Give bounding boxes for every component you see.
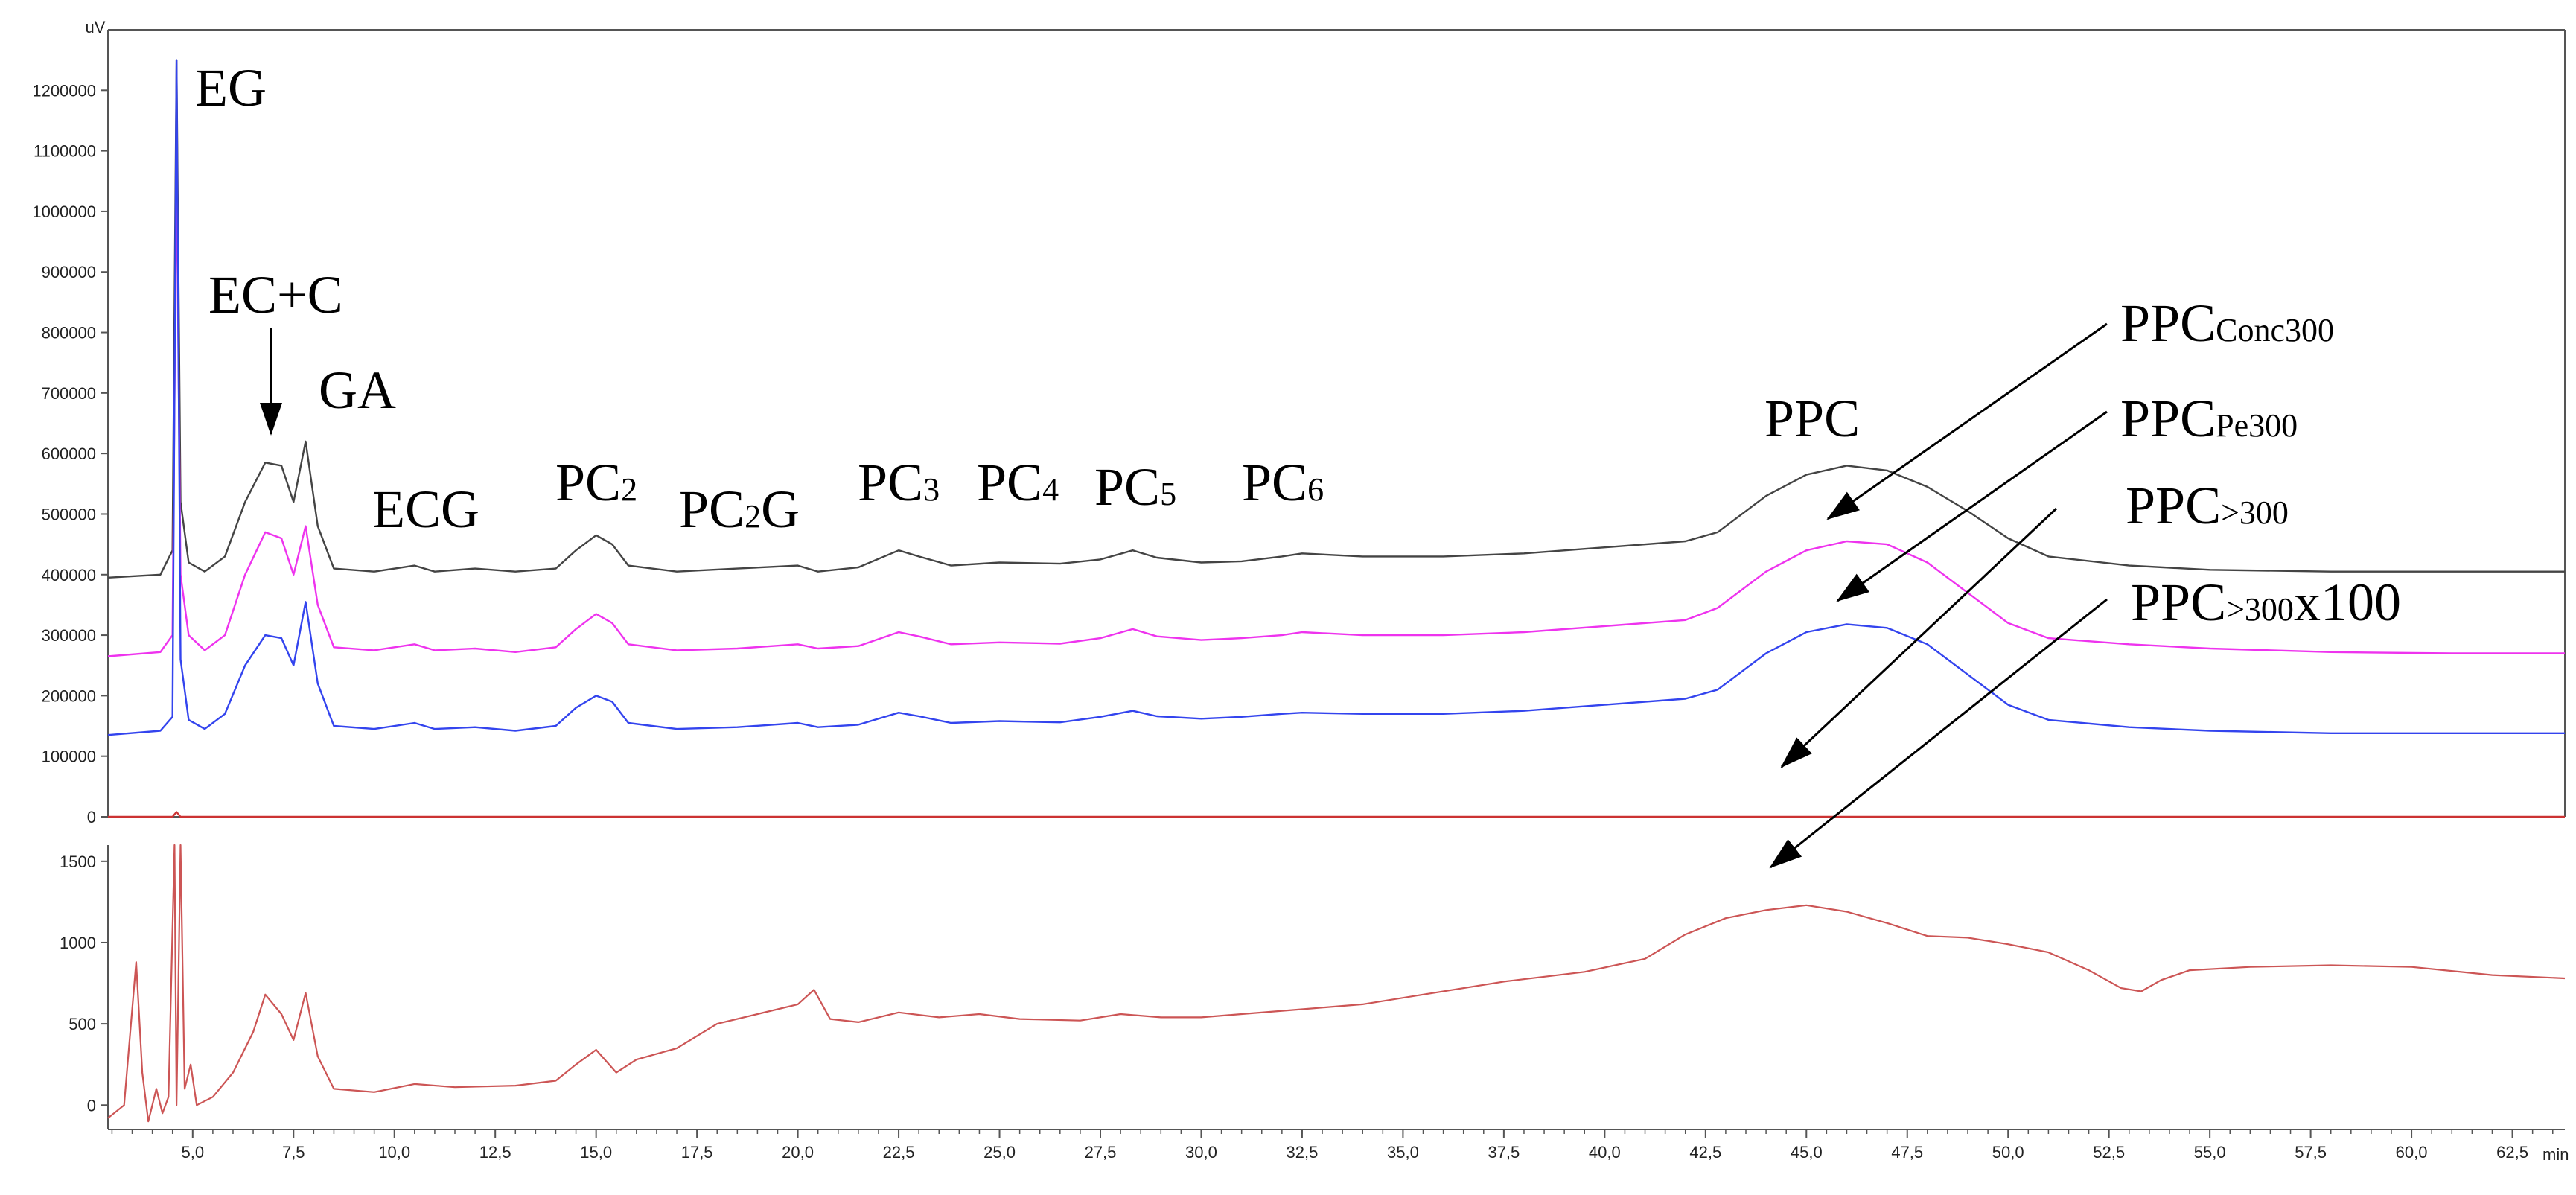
label-ppc-gt300x100-sub: >300 xyxy=(2226,591,2294,628)
label-ec-c: EC+C xyxy=(208,265,343,325)
arrow-ppc-gt300 xyxy=(1780,507,2058,768)
label-pc2g-main: PC xyxy=(679,479,745,539)
arrow-ppc-gt300x100 xyxy=(1769,598,2108,869)
label-pc6-sub: 6 xyxy=(1307,471,1324,508)
bottom-y-tick-label: 1500 xyxy=(60,853,96,871)
top-y-tick-label: 500000 xyxy=(42,505,96,523)
x-tick-label: 20,0 xyxy=(782,1143,814,1161)
bottom-panel: 0 500 1000 1500 5,0 7,5 10,0 12,5 15,0 17,5 20,0 2… xyxy=(60,844,2569,1164)
x-tick-label: 7,5 xyxy=(282,1143,305,1161)
label-ppc-gt300x100: PPC>300x100 xyxy=(2131,573,2401,632)
top-y-tick-label: 100000 xyxy=(42,748,96,766)
peak-annotations: EG EC+C GA ECG PC2 PC2G PC3 PC4 PC5 PC6 … xyxy=(195,58,2401,869)
label-ppc-gt300x100-main: PPC xyxy=(2131,573,2226,632)
x-tick-label: 30,0 xyxy=(1185,1143,1217,1161)
x-tick-label: 25,0 xyxy=(983,1143,1016,1161)
x-tick-label: 15,0 xyxy=(580,1143,612,1161)
top-y-tick-label: 600000 xyxy=(42,444,96,463)
label-pc4-main: PC xyxy=(977,453,1042,512)
top-y-tick-label: 1200000 xyxy=(32,81,96,100)
label-ppc-conc300: PPCConc300 xyxy=(2120,293,2334,353)
x-tick-label: 32,5 xyxy=(1287,1143,1319,1161)
bottom-y-tick-label: 1000 xyxy=(60,934,96,952)
bottom-series-group xyxy=(107,844,2566,1123)
top-series-1 xyxy=(107,59,2565,579)
label-pc5: PC5 xyxy=(1094,457,1176,517)
top-y-tick-label: 300000 xyxy=(42,626,96,645)
x-tick-label: 52,5 xyxy=(2093,1143,2125,1161)
x-tick-label: 40,0 xyxy=(1589,1143,1621,1161)
top-y-tick-label: 200000 xyxy=(42,686,96,705)
label-ppc-pe300-main: PPC xyxy=(2120,389,2216,448)
label-ga: GA xyxy=(319,360,396,420)
top-y-tick-label: 400000 xyxy=(42,566,96,584)
top-series-group xyxy=(107,59,2565,818)
label-pc3-sub: 3 xyxy=(923,471,940,508)
label-pc2g-sub: 2 xyxy=(745,498,761,535)
top-y-tick-label: 0 xyxy=(87,808,96,826)
label-ppc-pe300-sub: Pe300 xyxy=(2216,407,2298,444)
top-series-4 xyxy=(108,811,2565,818)
arrow-ppc-pe300 xyxy=(1836,410,2108,602)
x-tick-label: 35,0 xyxy=(1387,1143,1419,1161)
top-y-tick-label: 1000000 xyxy=(32,203,96,221)
label-ppc-conc300-sub: Conc300 xyxy=(2216,312,2334,348)
x-tick-label: 55,0 xyxy=(2194,1143,2226,1161)
top-y-tick-label: 800000 xyxy=(42,324,96,342)
x-tick-label: 60,0 xyxy=(2396,1143,2428,1161)
label-pc3: PC3 xyxy=(858,453,940,512)
label-ppc-gt300x100-tail: x100 xyxy=(2294,573,2401,632)
top-series-2 xyxy=(107,162,2565,657)
x-tick-label: 17,5 xyxy=(681,1143,713,1161)
label-ppc: PPC xyxy=(1764,389,1860,448)
x-tick-label: 42,5 xyxy=(1689,1143,1721,1161)
label-pc2g: PC2G xyxy=(679,479,800,539)
label-pc6: PC6 xyxy=(1242,453,1324,512)
label-pc5-sub: 5 xyxy=(1160,476,1176,512)
label-pc6-main: PC xyxy=(1242,453,1307,512)
label-ppc-conc300-main: PPC xyxy=(2120,293,2216,353)
x-tick-label: 10,0 xyxy=(378,1143,410,1161)
label-pc5-main: PC xyxy=(1094,457,1160,517)
label-pc4: PC4 xyxy=(977,453,1059,512)
label-pc3-main: PC xyxy=(858,453,923,512)
x-tick-label: 57,5 xyxy=(2295,1143,2327,1161)
top-y-tick-label: 1100000 xyxy=(34,142,96,161)
x-tick-label: 47,5 xyxy=(1891,1143,1923,1161)
bottom-y-tick-label: 0 xyxy=(87,1096,96,1115)
x-tick-label: 12,5 xyxy=(479,1143,511,1161)
top-y-tick-label: 700000 xyxy=(42,384,96,403)
x-tick-label: 27,5 xyxy=(1085,1143,1117,1161)
x-tick-label: 22,5 xyxy=(883,1143,915,1161)
label-ppc-gt300: PPC>300 xyxy=(2126,476,2289,535)
arrow-ppc-conc300 xyxy=(1826,322,2108,520)
top-y-tick-label: 900000 xyxy=(42,263,96,281)
x-tick-label: 45,0 xyxy=(1791,1143,1823,1161)
top-series-3 xyxy=(107,59,2565,736)
bottom-x-ticks: 5,0 7,5 10,0 12,5 15,0 17,5 20,0 22,5 25,0 27,5 30… xyxy=(111,1129,2554,1161)
x-tick-label: 62,5 xyxy=(2496,1143,2528,1161)
label-ppc-gt300-main: PPC xyxy=(2126,476,2221,535)
top-y-ticks: 0 100000 200000 300000 400000 500000 600000 700… xyxy=(32,81,108,826)
x-tick-label: 37,5 xyxy=(1488,1143,1520,1161)
label-ecg: ECG xyxy=(372,479,479,539)
bottom-y-tick-label: 500 xyxy=(68,1015,96,1033)
label-ppc-pe300: PPCPe300 xyxy=(2120,389,2298,448)
x-tick-label: 5,0 xyxy=(181,1143,204,1161)
label-eg: EG xyxy=(195,58,267,118)
top-panel: uV 0 100000 200000 300000 400000 500000 600000… xyxy=(32,18,2566,826)
label-pc4-sub: 4 xyxy=(1042,471,1059,508)
label-pc2: PC2 xyxy=(555,453,637,512)
bottom-series-1 xyxy=(107,844,2566,1123)
label-ppc-gt300-sub: >300 xyxy=(2221,494,2289,531)
label-pc2-main: PC xyxy=(555,453,621,512)
x-axis-unit-label: min xyxy=(2542,1145,2569,1164)
label-pc2g-tail: G xyxy=(761,479,800,539)
x-tick-label: 50,0 xyxy=(1992,1143,2024,1161)
y-unit-label: uV xyxy=(86,18,106,36)
bottom-y-ticks: 0 500 1000 1500 xyxy=(60,853,108,1115)
label-pc2-sub: 2 xyxy=(621,471,637,508)
